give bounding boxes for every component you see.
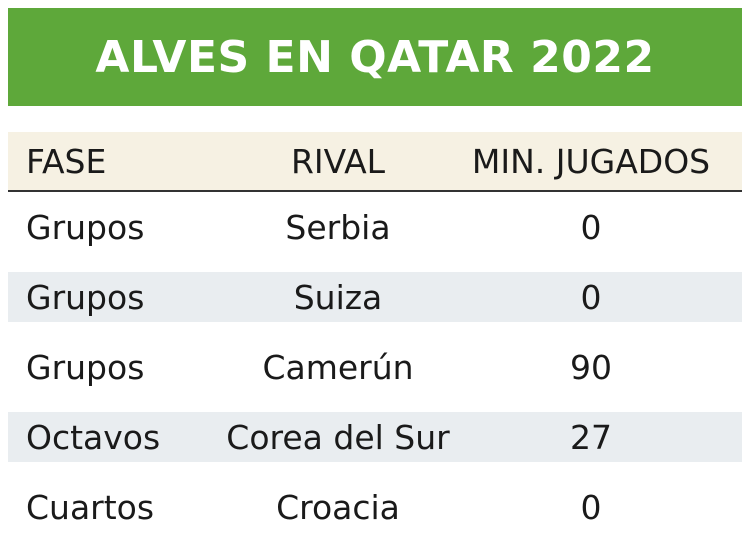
cell-fase: Cuartos [26,487,155,527]
table-header-row: FASE RIVAL MIN. JUGADOS [8,132,742,192]
cell-rival: Suiza [293,277,383,317]
cell-rival: Serbia [285,207,391,247]
table-row: Grupos Suiza 0 [8,272,742,322]
stats-table: FASE RIVAL MIN. JUGADOS Grupos Serbia 0 … [8,132,742,542]
cell-rival: Corea del Sur [226,417,450,457]
cell-minutes: 0 [580,277,602,317]
cell-minutes: 0 [580,207,602,247]
table-row: Grupos Serbia 0 [8,192,742,262]
table-row: Grupos Camerún 90 [8,332,742,402]
table-row: Cuartos Croacia 0 [8,472,742,542]
chart-title: ALVES EN QATAR 2022 [95,31,655,83]
cell-fase: Octavos [26,417,161,457]
cell-rival: Camerún [262,347,414,387]
cell-rival: Croacia [276,487,400,527]
column-header-rival: RIVAL [290,141,386,181]
cell-fase: Grupos [26,277,145,317]
cell-fase: Grupos [26,347,145,387]
cell-fase: Grupos [26,207,145,247]
cell-minutes: 27 [570,417,612,457]
title-banner: ALVES EN QATAR 2022 [8,8,742,106]
table-row: Octavos Corea del Sur 27 [8,412,742,462]
cell-minutes: 0 [580,487,602,527]
cell-minutes: 90 [570,347,612,387]
column-header-fase: FASE [26,141,107,181]
column-header-minutes: MIN. JUGADOS [471,141,711,181]
